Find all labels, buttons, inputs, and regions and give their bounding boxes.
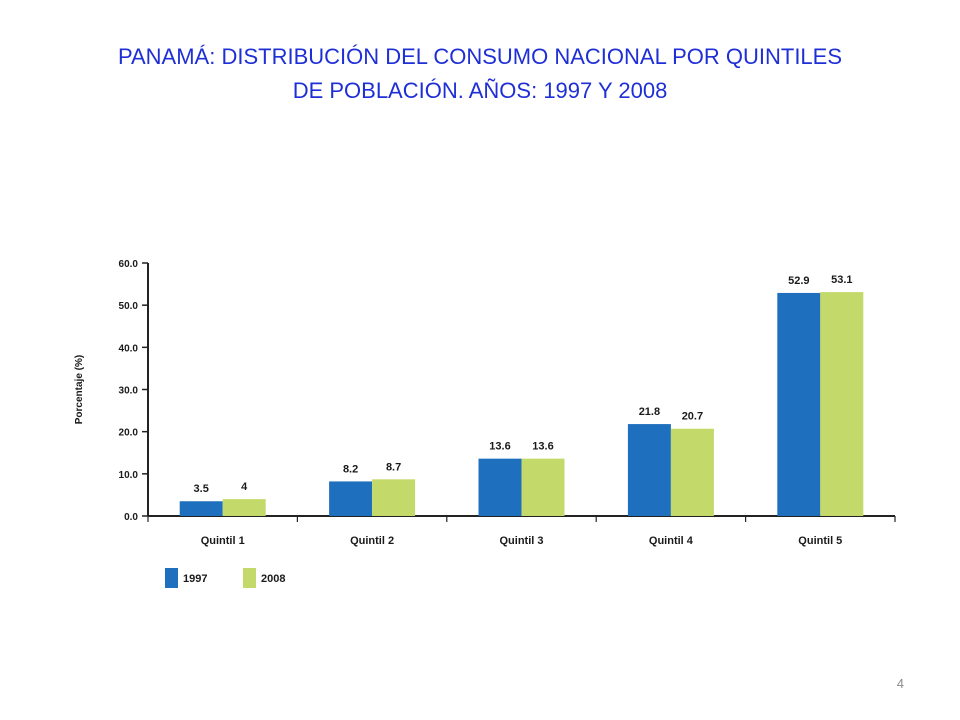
value-label-2008-1: 4: [241, 481, 248, 493]
value-labels: 3.5 4 8.2 8.7 13.6 13.6 21.8 20.7 52.9 53.1: [194, 274, 853, 495]
category-labels: Quintil 1 Quintil 2 Quintil 3 Quintil 4 Quin…: [147, 516, 896, 547]
bar-2008-2: [372, 479, 416, 516]
value-label-1997-3: 13.6: [489, 441, 510, 453]
legend-swatch-2008: [243, 568, 256, 588]
bar-1997-3: [478, 458, 522, 516]
y-axis-title: Porcentaje (%): [74, 355, 85, 424]
y-axis-ticks: 0.0 10.0 20.0 30.0 40.0 50.0 60.0: [119, 259, 148, 523]
bar-2008-5: [820, 292, 864, 516]
legend-label-1997: 1997: [183, 573, 207, 585]
legend-swatch-1997: [165, 568, 178, 588]
category-label-5: Quintil 5: [798, 535, 842, 547]
bars: [179, 292, 864, 516]
value-label-2008-5: 53.1: [831, 274, 852, 286]
y-tick-label: 0.0: [124, 512, 138, 523]
slide-title-line-1: PANAMÁ: DISTRIBUCIÓN DEL CONSUMO NACIONA…: [117, 44, 843, 69]
page-number: 4: [896, 676, 904, 691]
value-label-2008-4: 20.7: [682, 411, 703, 423]
bar-2008-1: [222, 499, 266, 516]
y-tick-label: 20.0: [119, 428, 139, 439]
y-tick-label: 30.0: [119, 386, 139, 397]
bar-1997-5: [777, 292, 821, 516]
bar-2008-4: [670, 428, 714, 516]
slide-title-line-2: DE POBLACIÓN. AÑOS: 1997 Y 2008: [292, 78, 668, 103]
value-label-1997-2: 8.2: [343, 463, 358, 475]
bar-2008-3: [521, 458, 565, 516]
bar-1997-1: [179, 501, 223, 516]
value-label-1997-1: 3.5: [194, 483, 209, 495]
category-label-1: Quintil 1: [201, 535, 245, 547]
legend: 1997 2008: [165, 568, 285, 588]
value-label-2008-3: 13.6: [532, 441, 553, 453]
category-label-3: Quintil 3: [500, 535, 544, 547]
legend-label-2008: 2008: [261, 573, 285, 585]
bar-1997-2: [329, 481, 373, 516]
y-tick-label: 50.0: [119, 301, 139, 312]
bar-1997-4: [627, 424, 671, 516]
y-tick-label: 10.0: [119, 470, 139, 481]
category-label-2: Quintil 2: [350, 535, 394, 547]
y-tick-label: 40.0: [119, 343, 139, 354]
slide-title: PANAMÁ: DISTRIBUCIÓN DEL CONSUMO NACIONA…: [60, 40, 900, 108]
value-label-1997-4: 21.8: [639, 406, 660, 418]
y-tick-label: 60.0: [119, 259, 139, 270]
value-label-2008-2: 8.7: [386, 461, 401, 473]
value-label-1997-5: 52.9: [788, 275, 809, 287]
category-label-4: Quintil 4: [649, 535, 694, 547]
